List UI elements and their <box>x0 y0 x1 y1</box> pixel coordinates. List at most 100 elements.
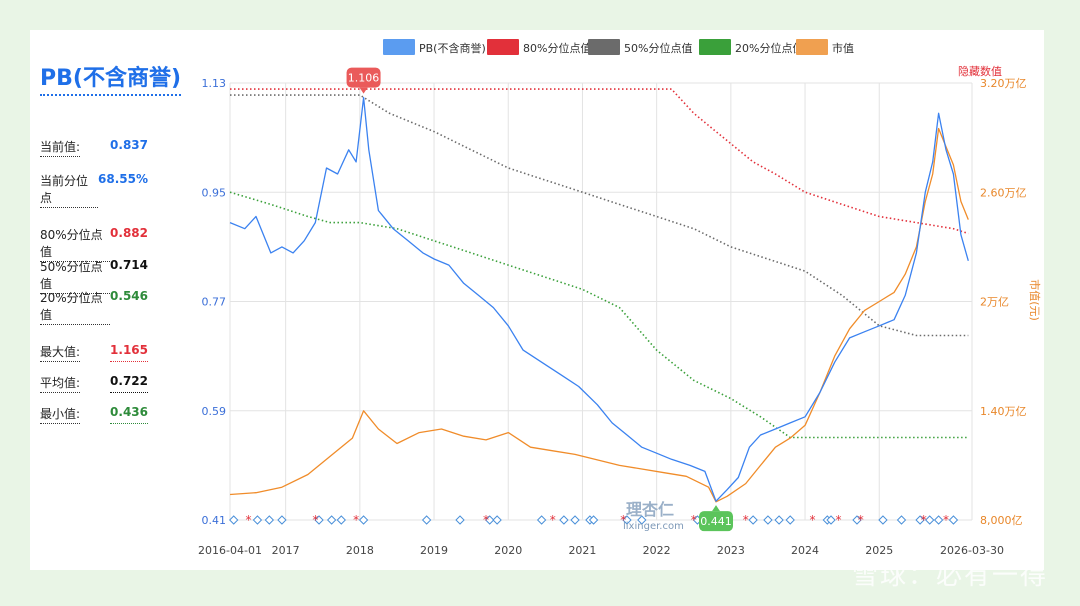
xueqiu-watermark: 雪球：必有一得 <box>851 561 1048 591</box>
chart-annotations: 1.106 0.441 <box>346 67 734 532</box>
legend-label: 20%分位点值 <box>735 41 803 55</box>
event-marker-diamond <box>326 515 337 525</box>
series-line-3 <box>230 94 969 337</box>
y-left-tick-label: 1.13 <box>202 77 227 90</box>
stat-value: 0.436 <box>110 405 148 424</box>
y-left-tick-label: 0.41 <box>202 514 227 527</box>
chart-series <box>229 88 969 503</box>
y-left-tick-label: 0.77 <box>202 296 227 309</box>
event-marker-star: * <box>743 513 749 527</box>
event-marker-diamond <box>536 515 547 525</box>
stat-value: 0.714 <box>110 258 148 272</box>
legend-label: 市值 <box>832 41 854 55</box>
x-tick-label: 2019 <box>420 544 448 557</box>
y-right-tick-label: 3.20万亿 <box>980 77 1027 90</box>
x-tick-label: 2026-03-30 <box>940 544 1004 557</box>
event-marker-diamond <box>748 515 758 525</box>
event-marker-diamond <box>277 515 287 525</box>
series-line-4 <box>229 191 969 439</box>
hidden-values-toggle: 隐藏数值 <box>958 65 1002 78</box>
event-marker-diamond <box>559 515 569 525</box>
x-tick-label: 2016-04-01 <box>198 544 262 557</box>
event-marker-diamond <box>336 515 347 525</box>
event-marker-diamond <box>622 515 632 525</box>
stat-row: 20%分位点值 0.546 <box>40 289 148 325</box>
max-label-box <box>346 67 381 88</box>
event-marker-diamond <box>774 515 784 525</box>
stat-row: 50%分位点值 0.714 <box>40 258 148 294</box>
y-left-tick-label: 0.95 <box>202 186 227 199</box>
legend-swatch <box>383 39 415 55</box>
stat-row: 最大值: 1.165 <box>40 343 148 362</box>
chart-legend: PB(不含商誉) 80%分位点值 50%分位点值 20%分位点值 市值 <box>383 39 854 55</box>
event-marker-star: * <box>835 513 841 527</box>
stat-value: 0.722 <box>110 374 148 393</box>
series-line-2 <box>230 88 969 235</box>
event-marker-star: * <box>943 513 949 527</box>
stat-row: 最小值: 0.436 <box>40 405 148 424</box>
site-url: lixinger.com <box>623 521 684 532</box>
event-marker-star: * <box>921 513 927 527</box>
stat-row: 当前分位点 68.55% <box>40 172 148 208</box>
stat-row: 80%分位点值 0.882 <box>40 226 148 262</box>
series-line-0 <box>229 96 969 502</box>
x-tick-label: 2024 <box>791 544 819 557</box>
y-right-tick-label: 1.40万亿 <box>980 405 1027 418</box>
legend-swatch <box>699 39 731 55</box>
legend-swatch <box>796 39 828 55</box>
legend-swatch <box>487 39 519 55</box>
event-marker-star: * <box>809 513 815 527</box>
legend-label: 50%分位点值 <box>624 41 692 55</box>
min-label-text: 0.441 <box>700 515 732 528</box>
stat-label: 当前分位点 <box>40 172 99 208</box>
stat-label: 平均值: <box>40 374 81 393</box>
y-right-tick-label: 8,000亿 <box>980 514 1023 527</box>
y-right-tick-label: 2.60万亿 <box>980 186 1027 199</box>
legend-label: 80%分位点值 <box>523 41 591 55</box>
event-marker-star: * <box>550 513 556 527</box>
x-tick-label: 2020 <box>494 544 522 557</box>
event-marker-diamond <box>358 515 369 525</box>
event-marker-diamond <box>924 515 935 525</box>
chart-event-markers: * * * * * * * * * * * * * <box>229 513 959 527</box>
stat-value: 0.837 <box>110 138 148 152</box>
x-tick-label: 2023 <box>717 544 745 557</box>
event-marker-diamond <box>455 515 465 525</box>
legend-label: PB(不含商誉) <box>419 41 486 55</box>
event-marker-diamond <box>878 515 888 525</box>
event-marker-diamond <box>421 515 432 525</box>
event-marker-diamond <box>314 515 324 525</box>
stat-label: 50%分位点值 <box>40 258 111 294</box>
event-marker-diamond <box>826 515 836 525</box>
x-tick-label: 2017 <box>272 544 300 557</box>
y-left-tick-label: 0.59 <box>202 405 227 418</box>
event-marker-star: * <box>858 513 864 527</box>
event-marker-diamond <box>915 515 925 525</box>
event-marker-diamond <box>637 515 647 525</box>
stat-row: 当前值: 0.837 <box>40 138 148 157</box>
stat-label: 20%分位点值 <box>40 289 111 325</box>
max-label-pointer <box>359 87 368 94</box>
x-tick-label: 2022 <box>643 544 671 557</box>
stat-row: 平均值: 0.722 <box>40 374 148 393</box>
legend-swatch <box>588 39 620 55</box>
chart-grid <box>229 82 973 521</box>
event-marker-star: * <box>353 513 359 527</box>
event-marker-diamond <box>933 515 944 525</box>
site-logo: 理杏仁 <box>626 500 675 519</box>
event-marker-star: * <box>246 513 252 527</box>
x-tick-label: 2021 <box>568 544 596 557</box>
page-title: PB(不含商誉) <box>40 60 182 96</box>
event-marker-diamond <box>229 515 239 525</box>
event-marker-star: * <box>312 513 318 527</box>
event-marker-diamond <box>252 515 263 525</box>
chart-axes: 1.13 0.95 0.77 0.59 0.41 3.20万亿 2.60万亿 2万亿 1.40万… <box>198 65 1042 557</box>
y-right-axis-title: 市值(元) <box>1028 279 1042 321</box>
stat-label: 当前值: <box>40 138 81 157</box>
event-marker-diamond <box>948 515 959 525</box>
event-marker-diamond <box>264 515 275 525</box>
x-tick-label: 2025 <box>865 544 893 557</box>
event-marker-diamond <box>896 515 907 525</box>
min-label-pointer <box>712 505 721 512</box>
event-marker-diamond <box>492 515 502 525</box>
